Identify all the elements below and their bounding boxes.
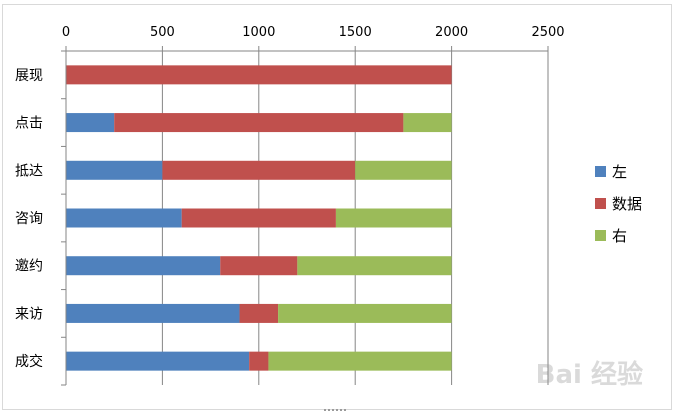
bar-segment bbox=[249, 351, 269, 371]
chart-area: 0 500 1000 1500 2000 2500 展现 点击 抵达 咨询 邀约 来访 成交 左数据右 … bbox=[2, 4, 672, 410]
watermark: Bai 经验 bbox=[535, 360, 643, 390]
bar-segment bbox=[268, 351, 452, 371]
x-tick-label: 2500 bbox=[531, 25, 564, 40]
bar-segment bbox=[355, 160, 452, 180]
bar-segment bbox=[335, 208, 452, 228]
legend-label: 数据 bbox=[612, 195, 642, 213]
bar-segment bbox=[66, 303, 240, 323]
x-tick-label: 0 bbox=[62, 25, 70, 40]
bar-segment bbox=[66, 65, 452, 85]
x-tick-label: 1000 bbox=[242, 25, 275, 40]
x-tick-label: 2000 bbox=[435, 25, 468, 40]
bar-segment bbox=[66, 208, 182, 228]
legend-swatch bbox=[595, 166, 606, 177]
bar-segment bbox=[66, 351, 250, 371]
legend-swatch bbox=[595, 198, 606, 209]
x-tick-label: 500 bbox=[150, 25, 175, 40]
legend-label: 右 bbox=[612, 227, 627, 245]
bar-segment bbox=[239, 303, 279, 323]
bar-segment bbox=[220, 256, 298, 276]
bar-segment bbox=[403, 113, 452, 133]
category-label: 邀约 bbox=[15, 259, 43, 275]
category-label: 点击 bbox=[15, 116, 43, 132]
bar-segment bbox=[66, 160, 163, 180]
bar-segment bbox=[162, 160, 356, 180]
legend-label: 左 bbox=[612, 163, 627, 181]
category-label: 来访 bbox=[15, 306, 43, 322]
resize-handle[interactable] bbox=[324, 409, 346, 415]
legend-swatch bbox=[595, 230, 606, 241]
category-label: 成交 bbox=[15, 353, 43, 370]
bar-segment bbox=[278, 303, 452, 323]
bar-segment bbox=[66, 256, 221, 276]
bar-segment bbox=[297, 256, 452, 276]
bar-segment bbox=[114, 113, 404, 133]
category-label: 抵达 bbox=[15, 163, 43, 179]
bars bbox=[66, 65, 452, 371]
category-label: 展现 bbox=[15, 68, 43, 84]
x-tick-label: 1500 bbox=[339, 25, 372, 40]
bar-segment bbox=[181, 208, 336, 228]
bar-segment bbox=[66, 113, 115, 133]
category-label: 咨询 bbox=[15, 211, 43, 227]
